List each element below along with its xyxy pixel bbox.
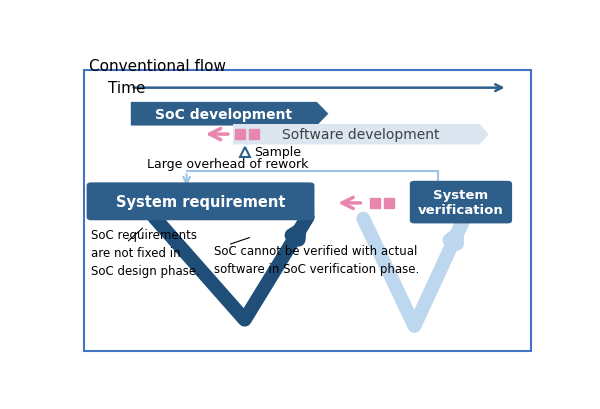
FancyBboxPatch shape [410,181,512,224]
Text: System
verification: System verification [418,189,504,217]
Polygon shape [233,125,489,145]
Text: SoC cannot be verified with actual
software in SoC verification phase.: SoC cannot be verified with actual softw… [215,244,420,275]
Text: Software development: Software development [282,128,440,142]
Text: Time: Time [107,81,145,96]
Text: SoC requirements
are not fixed in
SoC design phase.: SoC requirements are not fixed in SoC de… [91,229,200,277]
Text: System requirement: System requirement [116,194,286,209]
Text: Large overhead of rework: Large overhead of rework [147,157,308,171]
Text: Sample: Sample [254,146,301,159]
Polygon shape [131,103,328,126]
Text: SoC development: SoC development [155,108,292,121]
Text: Conventional flow: Conventional flow [89,58,226,74]
FancyBboxPatch shape [84,71,531,351]
FancyBboxPatch shape [86,183,314,221]
